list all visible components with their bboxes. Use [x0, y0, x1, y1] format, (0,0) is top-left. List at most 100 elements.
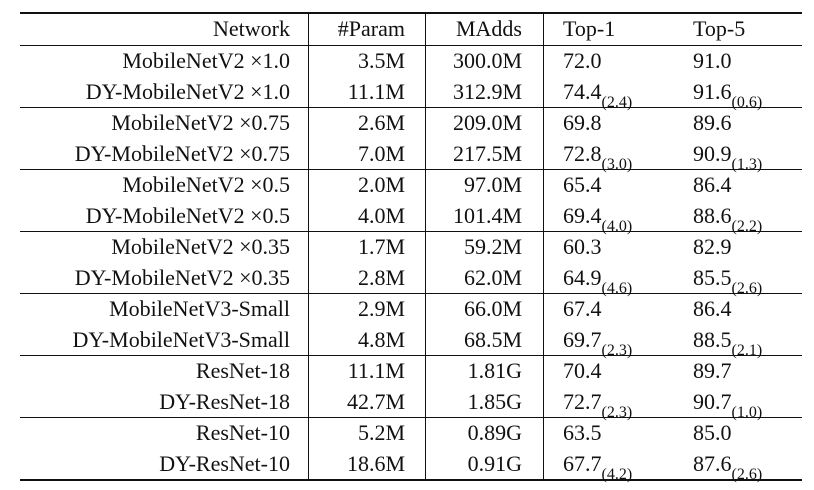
- group-rule: [20, 417, 802, 418]
- cell-subscript: (4.6): [601, 280, 633, 297]
- header-cell: Network: [213, 16, 290, 41]
- cell: DY-ResNet-18: [159, 389, 290, 414]
- cell-value: 67.4: [563, 296, 602, 321]
- cell: 3.5M: [357, 48, 405, 73]
- cell: DY-MobileNetV2 ×0.75: [74, 141, 290, 166]
- group-rule: [20, 231, 802, 232]
- cell: 70.4: [563, 358, 602, 384]
- group-rule: [20, 169, 802, 170]
- cell-value: 90.9: [693, 141, 732, 166]
- cell: 300.0M: [452, 48, 522, 73]
- cell: 85.5(2.6): [693, 265, 763, 297]
- cell-value: 69.4: [563, 203, 602, 228]
- group-rule: [20, 355, 802, 356]
- cell-subscript: (2.3): [601, 404, 633, 421]
- cell: 88.5(2.1): [693, 327, 763, 359]
- cell: 4.0M: [357, 203, 405, 228]
- group-rule: [20, 107, 802, 108]
- cell: 11.1M: [347, 79, 405, 104]
- cell-value: 90.7: [693, 389, 732, 414]
- column-rule: [425, 12, 426, 480]
- cell: 62.0M: [463, 265, 522, 290]
- cell: 65.4: [563, 172, 602, 198]
- cell: MobileNetV2 ×0.35: [111, 234, 290, 259]
- cell-subscript: (1.3): [731, 156, 763, 173]
- cell-subscript: (4.0): [601, 218, 633, 235]
- bottom-rule: [20, 479, 802, 481]
- cell: 101.4M: [452, 203, 522, 228]
- cell-value: 72.8: [563, 141, 602, 166]
- header-cell: Top-5: [693, 16, 746, 41]
- cell-subscript: (2.4): [601, 94, 633, 111]
- cell-subscript: (2.3): [601, 342, 633, 359]
- cell-value: 70.4: [563, 358, 602, 383]
- cell: MobileNetV2 ×1.0: [122, 48, 290, 73]
- cell: 89.6: [693, 110, 732, 136]
- header-cell: MAdds: [455, 16, 522, 41]
- cell: 2.6M: [357, 110, 405, 135]
- cell-value: 85.0: [693, 420, 732, 445]
- cell-value: 91.0: [693, 48, 732, 73]
- cell: 86.4: [693, 296, 732, 322]
- column-rule: [543, 12, 544, 480]
- cell: 18.6M: [346, 451, 405, 476]
- cell: 87.6(2.6): [693, 451, 762, 483]
- cell-value: 88.6: [693, 203, 732, 228]
- cell-value: 60.3: [563, 234, 602, 259]
- cell: 0.89G: [467, 420, 522, 445]
- cell: 91.6(0.6): [693, 79, 763, 111]
- cell: MobileNetV2 ×0.5: [122, 172, 290, 197]
- cell: MobileNetV3-Small: [109, 296, 290, 321]
- cell: ResNet-10: [195, 420, 290, 445]
- cell: 72.8(3.0): [563, 141, 632, 173]
- cell: 42.7M: [346, 389, 405, 414]
- top-rule: [20, 12, 802, 14]
- cell-value: 89.6: [693, 110, 732, 135]
- cell: 69.7(2.3): [563, 327, 633, 359]
- cell: 89.7: [693, 358, 732, 384]
- cell: ResNet-18: [195, 358, 290, 383]
- cell: 85.0: [693, 420, 732, 446]
- cell: 5.2M: [357, 420, 405, 445]
- cell-subscript: (0.6): [731, 94, 763, 111]
- cell-value: 91.6: [693, 79, 732, 104]
- cell-value: 89.7: [693, 358, 732, 383]
- header-rule: [20, 45, 802, 46]
- cell-value: 86.4: [693, 172, 732, 197]
- cell: 67.7(4.2): [563, 451, 633, 483]
- cell: 68.5M: [463, 327, 522, 352]
- column-rule: [308, 12, 309, 480]
- cell: 4.8M: [357, 327, 405, 352]
- cell: 0.91G: [467, 451, 522, 476]
- cell-subscript: (2.2): [731, 218, 763, 235]
- cell: 82.9: [693, 234, 732, 260]
- cell-value: 86.4: [693, 296, 732, 321]
- cell: 63.5: [563, 420, 602, 446]
- cell: 64.9(4.6): [563, 265, 633, 297]
- cell-value: 69.8: [563, 110, 602, 135]
- cell: 90.7(1.0): [693, 389, 763, 421]
- cell: DY-MobileNetV2 ×0.35: [74, 265, 290, 290]
- cell: 209.0M: [452, 110, 522, 135]
- cell: MobileNetV2 ×0.75: [111, 110, 290, 135]
- cell-value: 85.5: [693, 265, 732, 290]
- cell: 217.5M: [452, 141, 522, 166]
- cell: 1.85G: [467, 389, 522, 414]
- cell-subscript: (2.6): [731, 280, 763, 297]
- cell-value: 72.7: [563, 389, 602, 414]
- cell-subscript: (4.2): [601, 466, 633, 483]
- cell: 72.0: [563, 48, 602, 74]
- cell: DY-MobileNetV2 ×0.5: [85, 203, 290, 228]
- cell-subscript: (1.0): [731, 404, 763, 421]
- cell: 86.4: [693, 172, 732, 198]
- cell: 2.0M: [357, 172, 405, 197]
- cell: DY-MobileNetV2 ×1.0: [85, 79, 290, 104]
- cell-value: 69.7: [563, 327, 602, 352]
- cell-value: 67.7: [563, 451, 602, 476]
- cell: 1.81G: [467, 358, 522, 383]
- cell: 69.4(4.0): [563, 203, 633, 235]
- cell-subscript: (2.1): [731, 342, 763, 359]
- cell: 69.8: [563, 110, 602, 136]
- group-rule: [20, 293, 802, 294]
